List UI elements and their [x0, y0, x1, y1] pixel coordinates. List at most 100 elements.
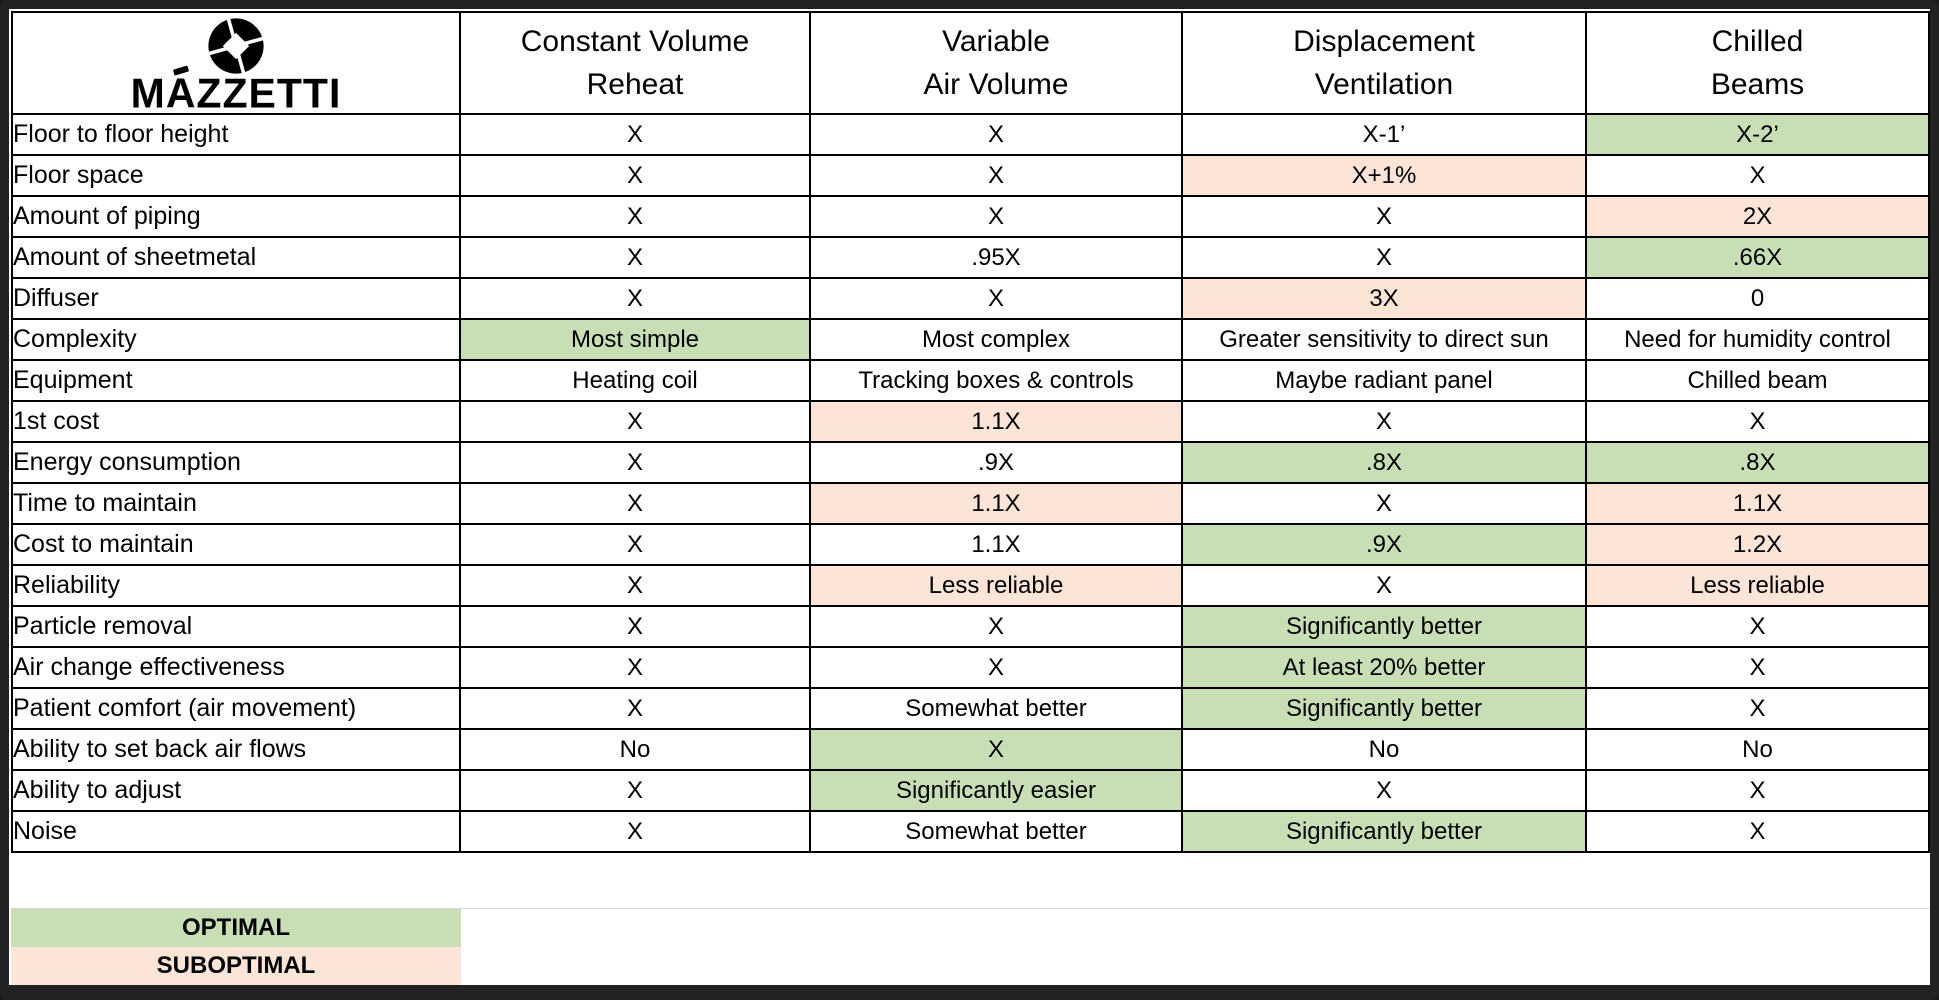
table-cell: X-1’	[1181, 113, 1587, 156]
table-row: Noise X Somewhat better Significantly bette…	[11, 810, 1930, 853]
table-row: Diffuser X X 3X 0	[11, 277, 1930, 320]
table-cell: .95X	[809, 236, 1183, 279]
row-label: Floor to floor height	[11, 113, 461, 156]
legend-suboptimal: SUBOPTIMAL	[11, 947, 461, 985]
row-label: Equipment	[11, 359, 461, 402]
table-cell: X	[459, 810, 811, 853]
table-cell: X	[459, 564, 811, 607]
row-label: Ability to adjust	[11, 769, 461, 812]
table-cell: X	[459, 523, 811, 566]
table-cell: X	[459, 400, 811, 443]
table-cell: 1.1X	[809, 523, 1183, 566]
table-row: Reliability X Less reliable X Less reliable	[11, 564, 1930, 607]
table-row: Time to maintain X 1.1X X 1.1X	[11, 482, 1930, 525]
table-cell: X	[809, 195, 1183, 238]
table-cell: X	[1181, 482, 1587, 525]
table-cell: Significantly better	[1181, 687, 1587, 730]
table-row: Floor space X X X+1% X	[11, 154, 1930, 197]
table-cell: X-2’	[1585, 113, 1930, 156]
table-cell: X	[1585, 646, 1930, 689]
logo-cell: MAZZETTI	[11, 11, 461, 115]
table-cell: 1.2X	[1585, 523, 1930, 566]
table-cell: X	[809, 605, 1183, 648]
brand-accented-letter: A	[165, 69, 197, 114]
table-cell: X	[459, 769, 811, 812]
table-cell: X	[1585, 687, 1930, 730]
table-row: Amount of piping X X X 2X	[11, 195, 1930, 238]
table-row: Energy consumption X .9X .8X .8X	[11, 441, 1930, 484]
table-row: Cost to maintain X 1.1X .9X 1.2X	[11, 523, 1930, 566]
table-cell: X	[1181, 564, 1587, 607]
table-cell: At least 20% better	[1181, 646, 1587, 689]
table-cell: X	[809, 728, 1183, 771]
table-cell: No	[1585, 728, 1930, 771]
table-cell: X	[1585, 769, 1930, 812]
aperture-diamond-icon	[205, 15, 267, 76]
legend-optimal: OPTIMAL	[11, 909, 461, 947]
table-cell: X	[459, 482, 811, 525]
table-cell: X	[809, 646, 1183, 689]
row-label: Patient comfort (air movement)	[11, 687, 461, 730]
table-cell: X	[1585, 605, 1930, 648]
table-row: 1st cost X 1.1X X X	[11, 400, 1930, 443]
table-row: Ability to set back air flows No X No No	[11, 728, 1930, 771]
table-cell: X	[809, 154, 1183, 197]
column-header-1: Constant Volume Reheat	[459, 11, 811, 115]
table-cell: 0	[1585, 277, 1930, 320]
table-cell: Significantly better	[1181, 810, 1587, 853]
row-label: Time to maintain	[11, 482, 461, 525]
table-cell: 3X	[1181, 277, 1587, 320]
comparison-sheet: MAZZETTI Constant Volume Reheat Variable Ai…	[9, 9, 1930, 985]
table-cell: .66X	[1585, 236, 1930, 279]
row-label: Noise	[11, 810, 461, 853]
column-header-3: Displacement Ventilation	[1181, 11, 1587, 115]
table-cell: X	[1181, 236, 1587, 279]
row-label: Amount of sheetmetal	[11, 236, 461, 279]
table-cell: Most complex	[809, 318, 1183, 361]
table-row: Particle removal X X Significantly better X	[11, 605, 1930, 648]
row-label: Reliability	[11, 564, 461, 607]
table-cell: X	[459, 646, 811, 689]
table-cell: .9X	[1181, 523, 1587, 566]
table-cell: Maybe radiant panel	[1181, 359, 1587, 402]
table-cell: Chilled beam	[1585, 359, 1930, 402]
table-cell: X	[1585, 400, 1930, 443]
table-row: Complexity Most simple Most complex Greater…	[11, 318, 1930, 361]
table-cell: X	[1181, 195, 1587, 238]
table-cell: X+1%	[1181, 154, 1587, 197]
brand-text-prefix: M	[130, 69, 166, 114]
table-cell: X	[809, 113, 1183, 156]
table-cell: X	[459, 154, 811, 197]
row-label: Diffuser	[11, 277, 461, 320]
row-label: Particle removal	[11, 605, 461, 648]
table-cell: X	[459, 113, 811, 156]
table-cell: 1.1X	[809, 482, 1183, 525]
column-header-4: Chilled Beams	[1585, 11, 1930, 115]
row-label: Energy consumption	[11, 441, 461, 484]
row-label: Ability to set back air flows	[11, 728, 461, 771]
table-cell: 2X	[1585, 195, 1930, 238]
table-cell: .8X	[1585, 441, 1930, 484]
brand-text-suffix: ZZETTI	[196, 69, 342, 114]
brand-logo: MAZZETTI	[14, 14, 458, 114]
table-cell: Somewhat better	[809, 810, 1183, 853]
table-row: Floor to floor height X X X-1’ X-2’	[11, 113, 1930, 156]
table-cell: X	[1585, 154, 1930, 197]
table-cell: X	[459, 236, 811, 279]
footer-gridline	[11, 908, 1930, 909]
table-cell: Heating coil	[459, 359, 811, 402]
row-label: 1st cost	[11, 400, 461, 443]
table-cell: No	[459, 728, 811, 771]
row-label: Floor space	[11, 154, 461, 197]
brand-wordmark: MAZZETTI	[131, 69, 342, 114]
table-cell: Greater sensitivity to direct sun	[1181, 318, 1587, 361]
table-cell: X	[1181, 769, 1587, 812]
table-cell: X	[459, 687, 811, 730]
table-cell: .9X	[809, 441, 1183, 484]
table-cell: X	[459, 605, 811, 648]
table-row: Ability to adjust X Significantly easier X X	[11, 769, 1930, 812]
table-cell: Less reliable	[1585, 564, 1930, 607]
table-cell: X	[459, 195, 811, 238]
table-row: Amount of sheetmetal X .95X X .66X	[11, 236, 1930, 279]
